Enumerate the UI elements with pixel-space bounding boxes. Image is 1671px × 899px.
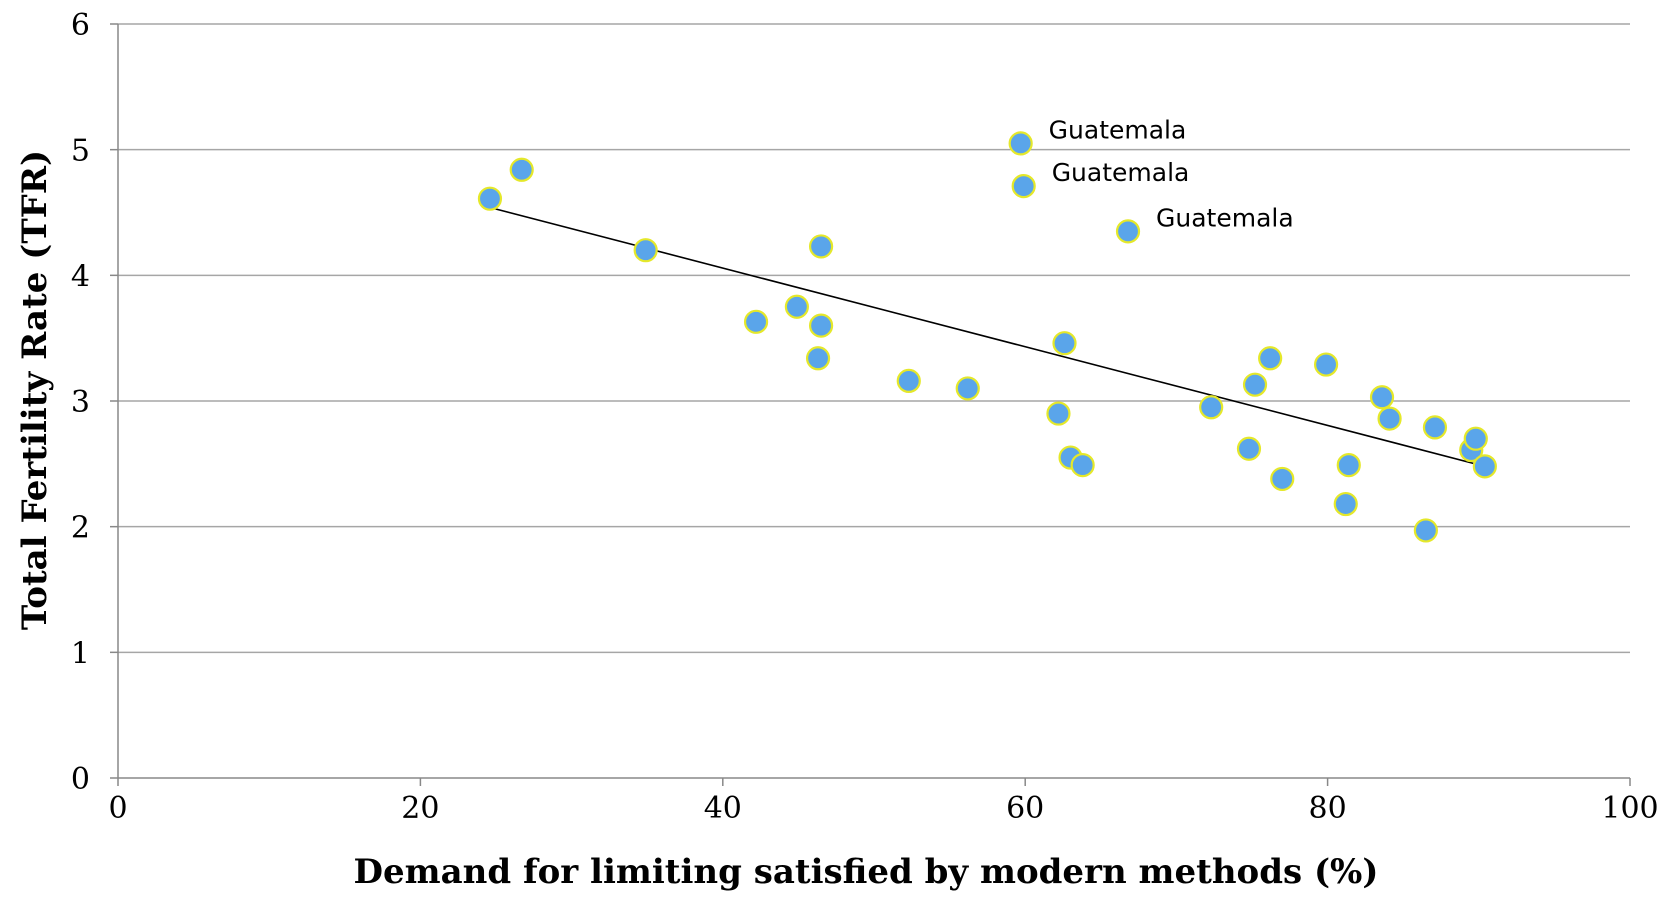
x-axis-title: Demand for limiting satisfied by modern … xyxy=(354,852,1379,892)
point-annotation: Guatemala xyxy=(1052,158,1190,187)
data-point xyxy=(1333,491,1358,517)
data-point xyxy=(743,309,769,334)
data-point xyxy=(808,313,834,338)
x-tick-label: 80 xyxy=(1309,791,1347,826)
y-tick-label: 5 xyxy=(71,134,90,169)
data-point xyxy=(477,186,503,211)
data-point xyxy=(955,376,980,401)
data-point xyxy=(633,238,658,263)
data-point xyxy=(1052,331,1077,356)
data-point xyxy=(1422,415,1448,440)
data-point xyxy=(1369,385,1395,410)
x-tick-label: 40 xyxy=(704,791,742,826)
point-annotation: Guatemala xyxy=(1156,203,1294,232)
x-tick-label: 100 xyxy=(1601,791,1658,826)
data-point xyxy=(1070,452,1095,478)
data-point xyxy=(1270,466,1295,492)
point-annotation: Guatemala xyxy=(1049,115,1187,144)
y-tick-labels: 0 1 2 3 4 5 6 xyxy=(71,8,90,797)
data-point xyxy=(1463,426,1488,451)
data-point xyxy=(1377,406,1402,431)
data-point xyxy=(509,157,534,182)
data-point xyxy=(1011,174,1036,199)
data-point xyxy=(896,368,921,393)
data-point xyxy=(784,294,809,319)
x-tick-label: 60 xyxy=(1006,791,1044,826)
data-point xyxy=(1472,454,1497,479)
annotations: Guatemala Guatemala Guatemala xyxy=(1049,115,1294,232)
y-tick-label: 3 xyxy=(71,385,90,420)
data-point xyxy=(1199,395,1224,420)
data-point xyxy=(1046,401,1071,426)
data-point xyxy=(805,346,831,371)
data-point xyxy=(1413,518,1438,543)
y-tick-label: 1 xyxy=(71,636,90,671)
data-point xyxy=(1336,452,1361,478)
y-tick-label: 0 xyxy=(71,762,90,797)
y-tick-label: 2 xyxy=(71,511,90,546)
data-point xyxy=(1008,131,1033,156)
x-tick-labels: 0 20 40 60 80 100 xyxy=(108,791,1658,826)
data-point xyxy=(1242,372,1268,397)
axes xyxy=(110,23,1631,786)
y-tick-label: 4 xyxy=(71,259,90,294)
data-point xyxy=(1313,352,1339,377)
x-tick-label: 20 xyxy=(401,791,439,826)
grid-lines xyxy=(118,23,1630,654)
x-tick-label: 0 xyxy=(108,791,127,826)
y-tick-label: 6 xyxy=(71,8,90,43)
data-points xyxy=(477,131,1497,543)
data-point xyxy=(1236,436,1262,461)
data-point xyxy=(1115,219,1141,244)
y-axis-title: Total Fertility Rate (TFR) xyxy=(15,150,55,630)
data-point xyxy=(1258,346,1283,371)
data-point xyxy=(808,234,834,259)
